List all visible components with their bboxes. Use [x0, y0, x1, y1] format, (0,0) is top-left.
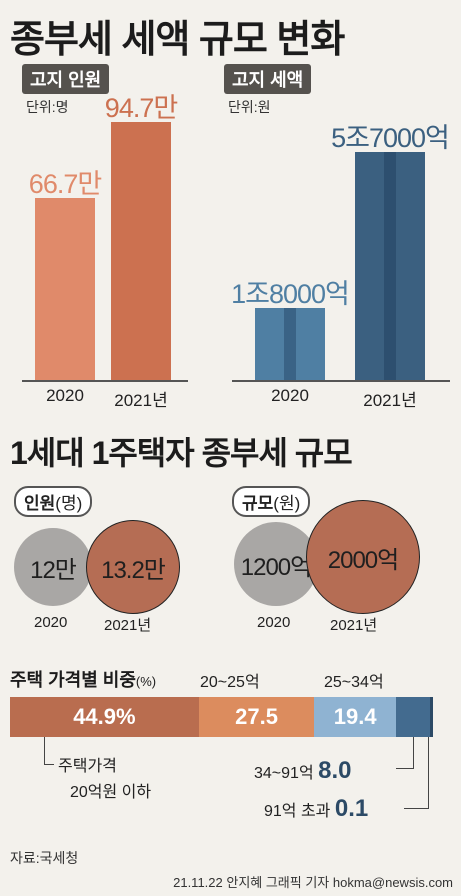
seg1-label-line1: 주택가격 [58, 758, 117, 775]
people-x-label-1: 2021년 [114, 391, 168, 410]
people-x-label-0: 2020 [46, 386, 84, 405]
stack-seg-label-2: 19.4 [333, 704, 377, 729]
amount-2021-year: 2021년 [330, 617, 378, 634]
tax-bar-label-1: 5조7000억 [331, 123, 450, 153]
seg5-leader-h [404, 808, 429, 809]
stack-title-unit: (%) [135, 674, 157, 689]
seg4-leader [413, 737, 414, 769]
people-2021-value: 13.2만 [101, 556, 166, 584]
source-note: 자료:국세청 [10, 850, 79, 866]
stack-seg-3 [395, 697, 430, 737]
seg1-label-line2: 20억원 이하 [70, 784, 152, 801]
tax-bar-0 [255, 308, 325, 380]
chart-people-unit: 단위:명 [26, 99, 69, 115]
people-2020-circle: 12만 [14, 528, 92, 606]
credit-line: 21.11.22 안지혜 그래픽 기자 hokma@newsis.com [173, 875, 453, 890]
seg3-top-label: 25~34억 [324, 674, 384, 691]
stack-seg-label-1: 27.5 [235, 704, 278, 729]
people-axis [22, 380, 188, 382]
people-pill-unit: (명) [55, 494, 83, 513]
amount-pill-label: 규모 [242, 494, 274, 513]
stack-seg-2: 19.4 [314, 697, 396, 737]
amount-2021-circle: 2000억 [306, 500, 420, 614]
tax-bar-1 [355, 152, 425, 380]
chart-tax-unit: 단위:원 [228, 99, 271, 115]
people-2020-value: 12만 [30, 556, 77, 584]
tax-bar-stripe-0 [284, 308, 296, 380]
seg4-leader-h [396, 768, 414, 769]
section-title: 1세대 1주택자 종부세 규모 [10, 435, 353, 471]
stack-seg-1: 27.5 [198, 697, 315, 737]
seg5-leader [428, 737, 429, 809]
seg2-top-label: 20~25억 [200, 674, 260, 691]
seg4-label: 34~91억 8.0 [254, 757, 352, 785]
stack-title: 주택 가격별 비중(%) [10, 666, 156, 692]
people-pill: 인원(명) [14, 486, 93, 517]
tax-bar-label-0: 1조8000억 [231, 279, 350, 309]
amount-2020-circle: 1200억 [234, 522, 318, 606]
people-bar-1 [111, 122, 171, 380]
amount-pill: 규모(원) [232, 486, 311, 517]
chart-people-tag: 고지 인원 [22, 64, 110, 94]
stack-seg-4 [429, 697, 433, 737]
tax-bar-stripe-1 [384, 152, 396, 380]
seg5-label-text: 91억 초과 [264, 803, 331, 820]
seg5-value: 0.1 [334, 795, 369, 822]
people-2021-year: 2021년 [104, 617, 152, 634]
people-pill-label: 인원 [24, 494, 56, 513]
stack-seg-0: 44.9% [10, 697, 199, 737]
seg4-label-text: 34~91억 [254, 765, 314, 782]
seg1-leader [44, 737, 45, 765]
people-bar-0 [35, 198, 95, 380]
stack-title-text: 주택 가격별 비중 [10, 670, 136, 690]
people-bar-label-0: 66.7만 [28, 169, 102, 200]
stack-seg-label-0: 44.9% [73, 704, 136, 729]
tax-x-label-0: 2020 [271, 386, 309, 405]
amount-2020-year: 2020 [257, 614, 291, 631]
seg5-label: 91억 초과 0.1 [264, 795, 368, 823]
tax-axis [232, 380, 450, 382]
people-2020-year: 2020 [34, 614, 68, 631]
seg1-leader-h [44, 764, 54, 765]
chart-tax-tag: 고지 세액 [224, 64, 312, 94]
tax-x-label-1: 2021년 [363, 391, 417, 410]
page-title: 종부세 세액 규모 변화 [10, 19, 345, 61]
amount-2021-value: 2000억 [327, 546, 399, 574]
amount-2020-value: 1200억 [240, 553, 312, 581]
people-bar-label-1: 94.7만 [104, 93, 178, 123]
amount-pill-unit: (원) [273, 494, 301, 513]
seg4-value: 8.0 [318, 757, 352, 784]
people-2021-circle: 13.2만 [86, 520, 180, 614]
